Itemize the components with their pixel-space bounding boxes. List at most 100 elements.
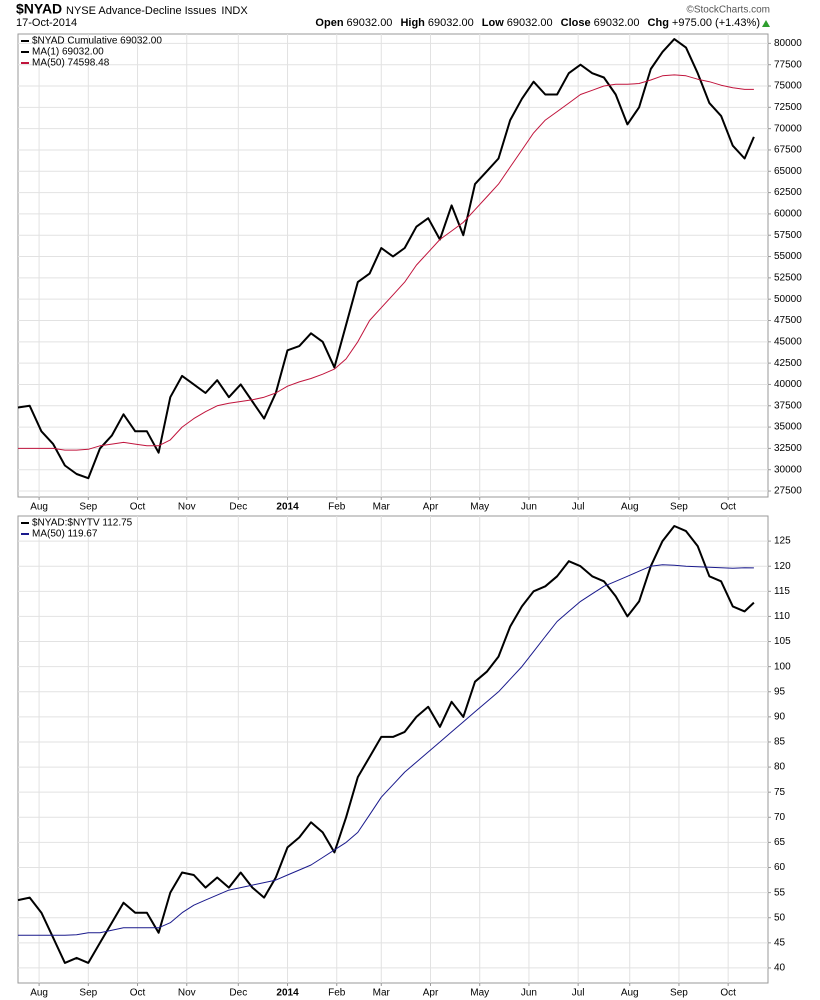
y-tick-label: 75 xyxy=(774,787,786,798)
y-tick-label: 110 xyxy=(774,611,790,622)
legend-label: $NYAD Cumulative 69032.00 xyxy=(32,36,162,47)
x-tick-label: Apr xyxy=(423,502,439,513)
y-tick-label: 105 xyxy=(774,636,791,647)
x-tick-label: Sep xyxy=(79,988,97,999)
up-arrow xyxy=(762,20,770,27)
y-tick-label: 35000 xyxy=(774,422,802,433)
x-tick-label: Oct xyxy=(130,502,146,513)
series-line xyxy=(18,564,754,936)
y-tick-label: 40000 xyxy=(774,379,802,390)
x-tick-label: Aug xyxy=(30,502,48,513)
legend-label: $NYAD:$NYTV 112.75 xyxy=(32,518,133,529)
y-tick-label: 55 xyxy=(774,887,786,898)
y-tick-label: 72500 xyxy=(774,102,802,113)
plot-area xyxy=(17,33,769,498)
quote-value: 69032.00 xyxy=(428,17,474,29)
x-tick-label: Feb xyxy=(328,502,346,513)
x-tick-label: Nov xyxy=(178,988,196,999)
y-tick-label: 32500 xyxy=(774,443,802,454)
y-tick-label: 90 xyxy=(774,712,786,723)
quote-value: 69032.00 xyxy=(507,17,553,29)
y-tick-label: 40 xyxy=(774,963,786,974)
x-tick-label: 2014 xyxy=(276,502,299,513)
y-tick-label: 57500 xyxy=(774,230,802,241)
y-tick-label: 125 xyxy=(774,536,791,547)
plot-area xyxy=(17,515,769,984)
x-tick-label: Dec xyxy=(229,502,247,513)
y-tick-label: 50000 xyxy=(774,294,802,305)
x-tick-label: Aug xyxy=(621,988,639,999)
quote-label: High xyxy=(400,17,425,29)
y-tick-label: 30000 xyxy=(774,464,802,475)
x-tick-label: Apr xyxy=(423,988,439,999)
x-tick-label: Mar xyxy=(373,502,391,513)
x-tick-label: Oct xyxy=(720,988,736,999)
y-tick-label: 47500 xyxy=(774,315,802,326)
quote-label: Low xyxy=(482,17,504,29)
quote-value: +975.00 (+1.43%) xyxy=(672,17,760,29)
quote-value: 69032.00 xyxy=(594,17,640,29)
x-tick-label: Jun xyxy=(521,988,537,999)
y-tick-label: 100 xyxy=(774,661,791,672)
y-tick-label: 65 xyxy=(774,837,786,848)
y-tick-label: 85 xyxy=(774,737,786,748)
x-tick-label: Aug xyxy=(30,988,48,999)
x-tick-label: Oct xyxy=(130,988,146,999)
x-tick-label: May xyxy=(470,502,489,513)
y-tick-label: 45 xyxy=(774,937,786,948)
x-tick-label: Dec xyxy=(229,988,247,999)
y-tick-label: 60000 xyxy=(774,209,802,220)
y-tick-label: 45000 xyxy=(774,336,802,347)
y-tick-label: 60 xyxy=(774,862,786,873)
y-tick-label: 70 xyxy=(774,812,786,823)
x-tick-label: Feb xyxy=(328,988,346,999)
y-tick-label: 70000 xyxy=(774,123,802,134)
quote: Open 69032.00 High 69032.00 Low 69032.00 Close… xyxy=(315,17,760,29)
series-line xyxy=(17,525,755,964)
series-line xyxy=(17,38,755,480)
y-tick-label: 77500 xyxy=(774,59,802,70)
quote-value: 69032.00 xyxy=(347,17,393,29)
y-tick-label: 52500 xyxy=(774,273,802,284)
y-tick-label: 80000 xyxy=(774,38,802,49)
y-tick-label: 80 xyxy=(774,762,786,773)
y-tick-label: 95 xyxy=(774,686,786,697)
y-tick-label: 67500 xyxy=(774,145,802,156)
x-tick-label: Aug xyxy=(621,502,639,513)
legend-label: MA(50) 119.67 xyxy=(32,529,98,540)
y-tick-label: 27500 xyxy=(774,486,802,497)
x-tick-label: Jul xyxy=(572,988,585,999)
legend-label: MA(1) 69032.00 xyxy=(32,47,104,58)
subtitle: NYSE Advance-Decline Issues xyxy=(66,5,217,17)
x-tick-label: 2014 xyxy=(276,988,299,999)
y-tick-label: 115 xyxy=(774,586,790,597)
y-tick-label: 75000 xyxy=(774,81,802,92)
y-tick-label: 42500 xyxy=(774,358,802,369)
y-tick-label: 62500 xyxy=(774,187,802,198)
quote-label: Open xyxy=(315,17,343,29)
quote-label: Close xyxy=(561,17,591,29)
x-tick-label: Jun xyxy=(521,502,537,513)
x-tick-label: May xyxy=(470,988,489,999)
y-tick-label: 50 xyxy=(774,912,786,923)
exchange: INDX xyxy=(221,5,248,17)
y-tick-label: 120 xyxy=(774,561,791,572)
x-tick-label: Sep xyxy=(670,502,688,513)
y-tick-label: 37500 xyxy=(774,400,802,411)
x-tick-label: Jul xyxy=(572,502,585,513)
symbol: $NYAD xyxy=(16,1,62,17)
series-line xyxy=(18,74,754,451)
x-tick-label: Sep xyxy=(670,988,688,999)
x-tick-label: Nov xyxy=(178,502,196,513)
legend-label: MA(50) 74598.48 xyxy=(32,58,110,69)
x-tick-label: Mar xyxy=(373,988,391,999)
x-tick-label: Sep xyxy=(79,502,97,513)
y-tick-label: 65000 xyxy=(774,166,802,177)
copyright: ©StockCharts.com xyxy=(686,5,770,16)
x-tick-label: Oct xyxy=(720,502,736,513)
y-tick-label: 55000 xyxy=(774,251,802,262)
quote-label: Chg xyxy=(648,17,669,29)
date: 17-Oct-2014 xyxy=(16,17,77,29)
